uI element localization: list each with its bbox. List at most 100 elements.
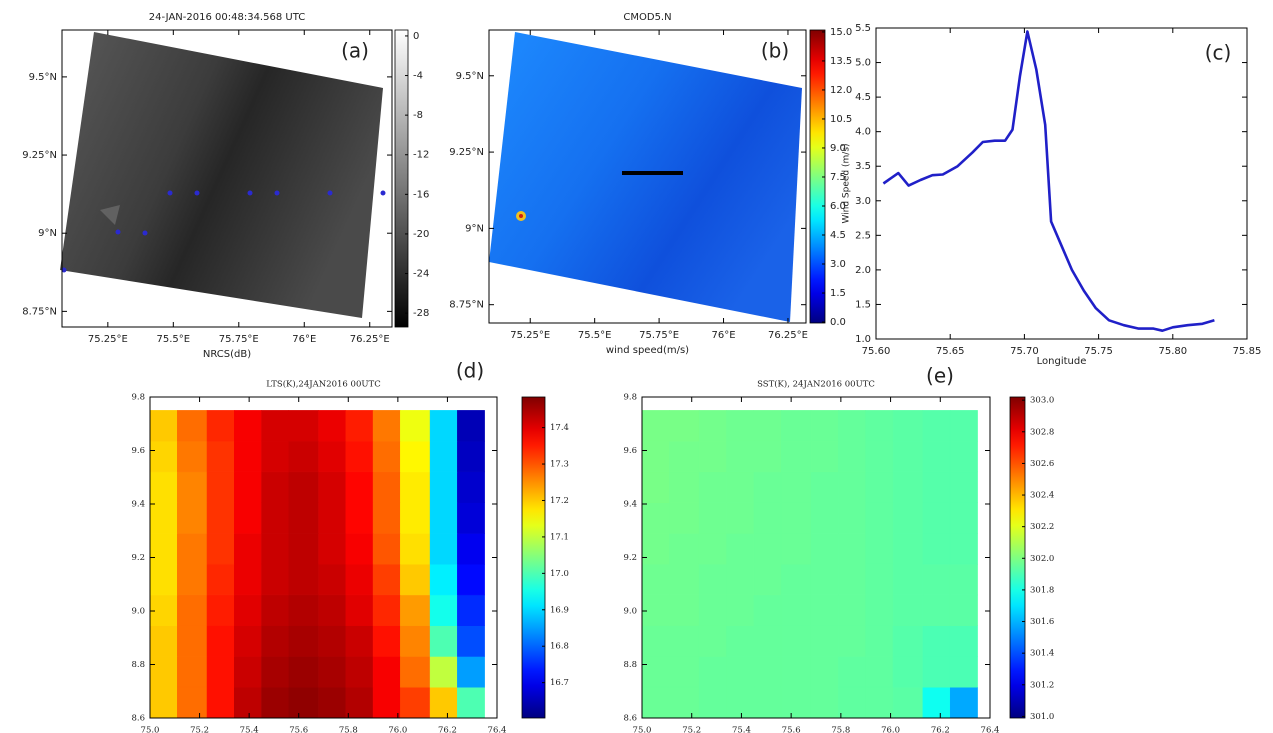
heat-cell <box>177 656 208 688</box>
heat-cell <box>345 656 374 688</box>
heat-cell <box>206 471 235 503</box>
heat-cell <box>922 471 951 503</box>
chart-title: CMOD5.N <box>623 12 671 23</box>
heat-cell <box>372 440 401 473</box>
heat-cell <box>400 625 431 657</box>
heat-cell <box>372 686 401 719</box>
heat-cell <box>177 440 208 473</box>
y-axis-label: Wind Speed (m/s) <box>842 143 852 223</box>
x-axis-label: wind speed(m/s) <box>606 345 689 356</box>
heat-cell <box>345 563 374 596</box>
y-tick-label: 8.8 <box>623 660 637 670</box>
heat-cell <box>457 410 485 442</box>
colorbar <box>394 29 409 328</box>
heat-cell <box>753 533 782 565</box>
heat-cell <box>234 686 262 719</box>
heat-cell <box>698 410 727 442</box>
colorbar-tick-label: -4 <box>413 71 423 82</box>
x-tick-label: 76.2 <box>438 726 457 733</box>
heat-cell <box>372 502 401 534</box>
heat-cell <box>288 656 319 688</box>
heat-cell <box>149 594 178 626</box>
heat-cell <box>457 625 485 657</box>
heat-cell <box>372 656 401 688</box>
heat-cell <box>892 410 924 442</box>
heat-cell <box>865 440 894 473</box>
heat-cell <box>780 563 812 596</box>
heat-cell <box>810 656 839 688</box>
heat-cell <box>429 533 458 565</box>
x-tick-label: 75.2 <box>190 726 209 733</box>
heat-cell <box>753 563 782 596</box>
panel-label: (e) <box>926 364 954 388</box>
y-tick-label: 9.25°N <box>449 147 484 158</box>
heat-cell <box>922 533 951 565</box>
heat-cell <box>780 625 812 657</box>
heat-cell <box>726 594 755 626</box>
heat-cell <box>780 502 812 534</box>
heat-cell <box>234 533 262 565</box>
heat-cell <box>865 656 894 688</box>
heat-cell <box>149 410 178 442</box>
heat-cell <box>810 410 839 442</box>
heat-cell <box>922 440 951 473</box>
heat-cell <box>206 533 235 565</box>
y-tick-label: 9.25°N <box>22 150 57 161</box>
colorbar-tick-label: 302.2 <box>1030 522 1054 532</box>
x-tick-label: 75.75°E <box>639 330 679 341</box>
heat-cell <box>345 625 374 657</box>
y-tick-label: 8.6 <box>131 714 145 724</box>
heat-cell <box>429 594 458 626</box>
heat-cell <box>641 502 670 534</box>
heat-cell <box>234 563 262 596</box>
chart-title: 24-JAN-2016 00:48:34.568 UTC <box>149 12 305 23</box>
heat-cell <box>400 563 431 596</box>
heat-cell <box>318 594 347 626</box>
heat-cell <box>149 686 178 719</box>
sar-image <box>60 32 386 318</box>
heat-cell <box>810 594 839 626</box>
colorbar-tick-label: 301.0 <box>1030 712 1054 722</box>
x-tick-label: 75.2 <box>682 726 701 733</box>
heat-cell <box>726 410 755 442</box>
x-tick-label: 76.25°E <box>768 330 808 341</box>
y-tick-label: 9.6 <box>623 446 637 456</box>
heat-cell <box>810 502 839 534</box>
heat-cell <box>372 410 401 442</box>
heat-cell <box>810 625 839 657</box>
x-tick-label: 76°E <box>712 330 736 341</box>
colorbar-tick-label: 17.1 <box>550 532 569 542</box>
heat-cell <box>641 625 670 657</box>
y-tick-label: 9.4 <box>131 500 145 510</box>
colorbar <box>521 396 546 719</box>
colorbar-tick-label: 7.5 <box>830 172 846 183</box>
heat-cell <box>261 594 290 626</box>
heat-cell <box>400 471 431 503</box>
y-tick-label: 5.0 <box>855 58 871 69</box>
heat-cell <box>288 686 319 719</box>
x-axis-label: Longitude <box>1037 356 1087 367</box>
heat-cell <box>753 656 782 688</box>
heat-cell <box>810 440 839 473</box>
heat-cell <box>949 440 978 473</box>
heat-cell <box>922 656 951 688</box>
heat-cell <box>949 533 978 565</box>
heat-cell <box>345 594 374 626</box>
y-tick-label: 9.8 <box>623 393 637 403</box>
heat-cell <box>457 502 485 534</box>
heat-cell <box>457 471 485 503</box>
heat-cell <box>838 471 866 503</box>
heat-cell <box>838 594 866 626</box>
panel-label: (c) <box>1205 41 1232 65</box>
colorbar-tick-label: 302.6 <box>1030 459 1054 469</box>
y-tick-label: 9.0 <box>131 607 145 617</box>
heat-cell <box>892 656 924 688</box>
heat-cell <box>318 533 347 565</box>
heat-cell <box>865 625 894 657</box>
heat-cell <box>669 656 700 688</box>
panel-label: (a) <box>341 39 369 63</box>
heat-cell <box>345 533 374 565</box>
colorbar-tick-label: 302.4 <box>1030 491 1054 501</box>
heat-cell <box>345 502 374 534</box>
